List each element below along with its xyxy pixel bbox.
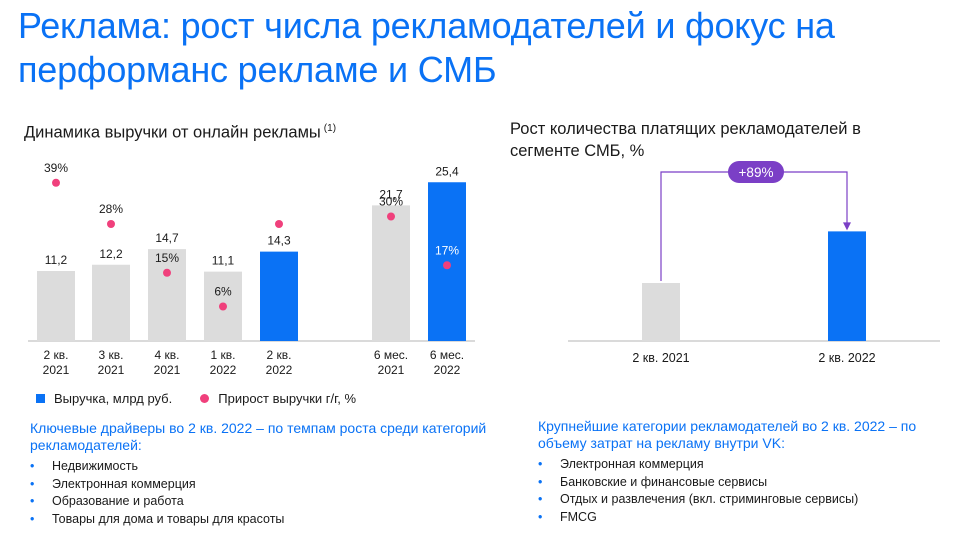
growth-badge	[728, 161, 784, 183]
category-label: 4 кв.	[155, 348, 180, 362]
category-label: 2 кв.	[44, 348, 69, 362]
revenue-bar	[372, 205, 410, 341]
footnote-marker: (1)	[323, 123, 337, 134]
category-label: 2 кв. 2021	[632, 351, 689, 365]
legend-growth-swatch	[200, 394, 210, 403]
revenue-value-label: 14,3	[267, 234, 291, 248]
legend-growth-label: Прирост выручки г/г, %	[218, 391, 357, 406]
list-item: Электронная коммерция	[538, 456, 968, 474]
category-label: 2021	[43, 363, 70, 377]
category-label: 2 кв.	[267, 348, 292, 362]
category-label: 2022	[434, 363, 461, 377]
right-chart-title: Рост количества платящих рекламодателей …	[510, 120, 861, 160]
advertisers-bar	[828, 231, 866, 341]
growth-point	[275, 220, 283, 228]
growth-value-label: 15%	[155, 251, 179, 265]
growth-point	[219, 302, 227, 311]
category-label: 6 мес.	[430, 348, 464, 362]
growth-bracket	[660, 171, 848, 281]
key-drivers-heading: Ключевые драйверы во 2 кв. 2022 – по тем…	[30, 420, 487, 453]
growth-point	[107, 220, 115, 228]
category-label: 2021	[378, 363, 405, 377]
revenue-bar	[37, 271, 75, 341]
list-item: Товары для дома и товары для красоты	[30, 511, 500, 529]
growth-value-label: 6%	[214, 285, 232, 299]
category-label: 2021	[98, 363, 125, 377]
list-item: Банковские и финансовые сервисы	[538, 474, 968, 492]
growth-annotation: +89%	[739, 165, 774, 180]
legend-revenue-swatch	[36, 394, 45, 403]
growth-value-label: 39%	[44, 161, 68, 175]
growth-point	[443, 261, 451, 270]
legend-revenue-label: Выручка, млрд руб.	[54, 391, 173, 406]
growth-value-label: 17%	[435, 243, 459, 257]
growth-point	[387, 212, 395, 221]
left-chart-title-text: Динамика выручки от онлайн рекламы	[24, 123, 321, 142]
list-item: FMCG	[538, 509, 968, 527]
revenue-value-label: 12,2	[99, 247, 123, 261]
list-item: Образование и работа	[30, 493, 500, 511]
key-drivers-list: Недвижимость Электронная коммерция Образ…	[30, 458, 500, 528]
revenue-bar	[92, 264, 130, 341]
left-chart-title: Динамика выручки от онлайн рекламы (1)	[24, 118, 336, 144]
page-title: Реклама: рост числа рекламодателей и фок…	[18, 5, 835, 90]
top-categories-list: Электронная коммерция Банковские и финан…	[538, 456, 968, 526]
category-label: 6 мес.	[374, 348, 408, 362]
revenue-bar	[260, 251, 298, 341]
revenue-value-label: 11,2	[45, 253, 68, 267]
growth-value-label: 30%	[379, 195, 403, 209]
growth-point	[52, 178, 60, 187]
list-item: Недвижимость	[30, 458, 500, 476]
revenue-bar	[148, 249, 186, 341]
growth-value-label: 28%	[99, 202, 123, 216]
left-chart-legend: Выручка, млрд руб. Прирост выручки г/г, …	[36, 391, 356, 406]
category-label: 2022	[210, 363, 237, 377]
list-item: Электронная коммерция	[30, 476, 500, 494]
top-categories-block: Крупнейшие категории рекламодателей во 2…	[538, 418, 968, 526]
category-label: 2 кв. 2022	[818, 351, 875, 365]
category-label: 3 кв.	[99, 348, 124, 362]
revenue-value-label: 14,7	[155, 231, 179, 245]
list-item: Отдых и развлечения (вкл. стриминговые с…	[538, 491, 968, 509]
revenue-value-label: 21,7	[379, 187, 403, 201]
category-label: 2021	[154, 363, 181, 377]
arrow-head	[843, 222, 851, 231]
growth-value-label: 28%	[267, 202, 291, 216]
key-drivers-block: Ключевые драйверы во 2 кв. 2022 – по тем…	[30, 420, 500, 528]
advertisers-bar	[642, 283, 680, 341]
growth-point	[163, 268, 171, 277]
revenue-value-label: 11,1	[212, 254, 235, 268]
category-label: 2022	[266, 363, 293, 377]
category-label: 1 кв.	[211, 348, 236, 362]
revenue-value-label: 25,4	[435, 164, 459, 178]
right-chart: 2 кв. 2021 2 кв. 2022 +89%	[568, 161, 940, 365]
top-categories-heading: Крупнейшие категории рекламодателей во 2…	[538, 418, 917, 451]
